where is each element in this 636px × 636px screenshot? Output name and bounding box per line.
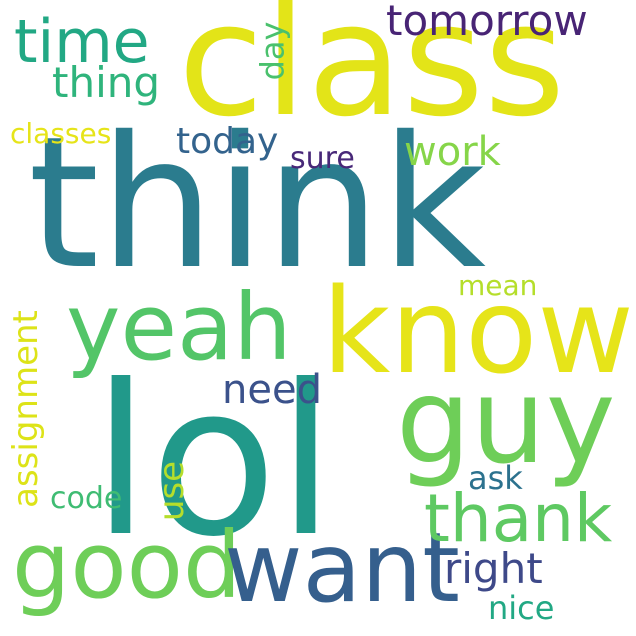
word-assignment: assignment: [5, 310, 46, 508]
word-sure: sure: [290, 141, 355, 176]
word-day: day: [253, 21, 292, 81]
word-class: class: [178, 0, 566, 151]
word-right: right: [444, 544, 543, 593]
word-think: think: [28, 97, 487, 309]
word-nice: nice: [488, 589, 555, 627]
word-thank: thank: [424, 480, 613, 557]
word-today: today: [176, 121, 279, 162]
word-ask: ask: [468, 459, 523, 497]
word-thing: thing: [52, 58, 161, 107]
word-need: need: [222, 367, 322, 413]
word-use: use: [152, 460, 193, 522]
word-tomorrow: tomorrow: [386, 0, 588, 45]
word-lol: lol: [92, 341, 335, 583]
word-time: time: [14, 7, 150, 77]
word-yeah: yeah: [66, 274, 292, 381]
word-know: know: [322, 262, 634, 400]
word-work: work: [404, 129, 501, 175]
word-mean: mean: [458, 269, 538, 302]
word-classes: classes: [10, 117, 112, 150]
word-code: code: [50, 481, 123, 516]
word-guy: guy: [396, 352, 616, 490]
word-want: want: [224, 512, 460, 624]
word-good: good: [12, 512, 242, 619]
